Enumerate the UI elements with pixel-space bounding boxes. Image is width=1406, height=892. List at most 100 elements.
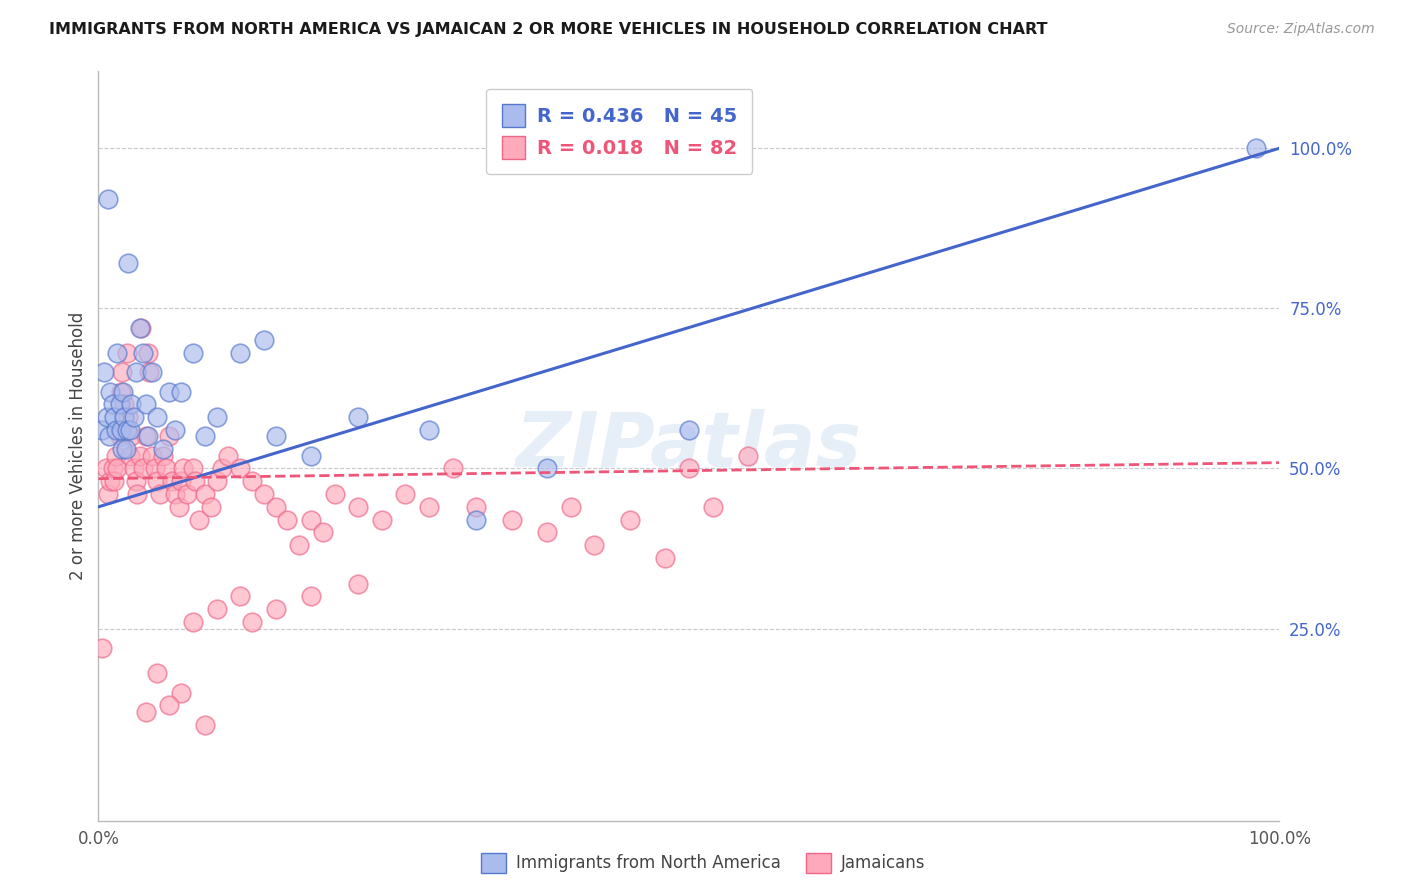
Point [194,487,217,501]
Point [157,429,180,443]
Point [149,487,172,501]
Point [125,365,148,379]
Point [112,410,135,425]
Legend: Immigrants from North America, Jamaicans: Immigrants from North America, Jamaicans [474,847,932,880]
Point [111,442,134,457]
Point [120,449,142,463]
Point [323,487,346,501]
Point [264,602,287,616]
Point [105,346,128,360]
Point [136,346,159,360]
Point [108,429,131,443]
Point [678,423,700,437]
Point [194,429,217,443]
Point [93,365,115,379]
Point [121,397,143,411]
Point [112,397,135,411]
Legend: R = 0.436   N = 45, R = 0.018   N = 82: R = 0.436 N = 45, R = 0.018 N = 82 [486,88,752,174]
Y-axis label: 2 or more Vehicles in Household: 2 or more Vehicles in Household [69,312,87,580]
Point [91,640,114,655]
Point [105,461,128,475]
Point [101,397,124,411]
Point [141,449,163,463]
Point [105,423,128,437]
Point [157,698,180,713]
Point [170,685,193,699]
Point [181,615,204,629]
Point [117,410,139,425]
Point [217,449,239,463]
Point [205,602,228,616]
Point [114,442,136,457]
Point [288,538,311,552]
Point [200,500,222,514]
Point [165,423,187,437]
Text: ZIPatlas: ZIPatlas [516,409,862,483]
Point [98,384,121,399]
Point [98,429,121,443]
Point [347,576,370,591]
Point [122,410,145,425]
Point [205,410,228,425]
Point [167,500,190,514]
Point [465,513,488,527]
Point [96,410,118,425]
Point [155,461,177,475]
Point [115,423,138,437]
Point [97,193,120,207]
Point [347,500,370,514]
Point [91,423,114,437]
Point [94,461,117,475]
Point [112,384,135,399]
Point [127,487,149,501]
Point [121,429,143,443]
Point [115,346,138,360]
Point [110,423,132,437]
Point [211,461,233,475]
Point [702,500,724,514]
Point [229,346,252,360]
Point [135,705,157,719]
Point [1244,141,1267,155]
Point [276,513,298,527]
Point [152,442,174,457]
Point [184,474,207,488]
Point [176,487,198,501]
Point [143,461,166,475]
Point [264,500,287,514]
Point [120,423,142,437]
Point [146,666,169,681]
Point [583,538,606,552]
Point [97,487,120,501]
Point [240,474,263,488]
Point [160,474,183,488]
Point [253,334,276,348]
Point [253,487,276,501]
Point [141,365,163,379]
Point [128,320,150,334]
Point [110,384,132,399]
Point [299,449,322,463]
Point [465,500,488,514]
Point [135,397,157,411]
Point [132,461,155,475]
Point [108,397,131,411]
Point [441,461,464,475]
Point [98,474,121,488]
Point [152,449,174,463]
Point [172,461,194,475]
Point [194,717,217,731]
Point [312,525,335,540]
Point [371,513,394,527]
Point [536,525,558,540]
Point [165,487,187,501]
Point [105,449,128,463]
Point [181,346,204,360]
Point [229,461,252,475]
Point [678,461,700,475]
Point [136,429,159,443]
Point [619,513,641,527]
Point [135,429,157,443]
Point [536,461,558,475]
Point [560,500,582,514]
